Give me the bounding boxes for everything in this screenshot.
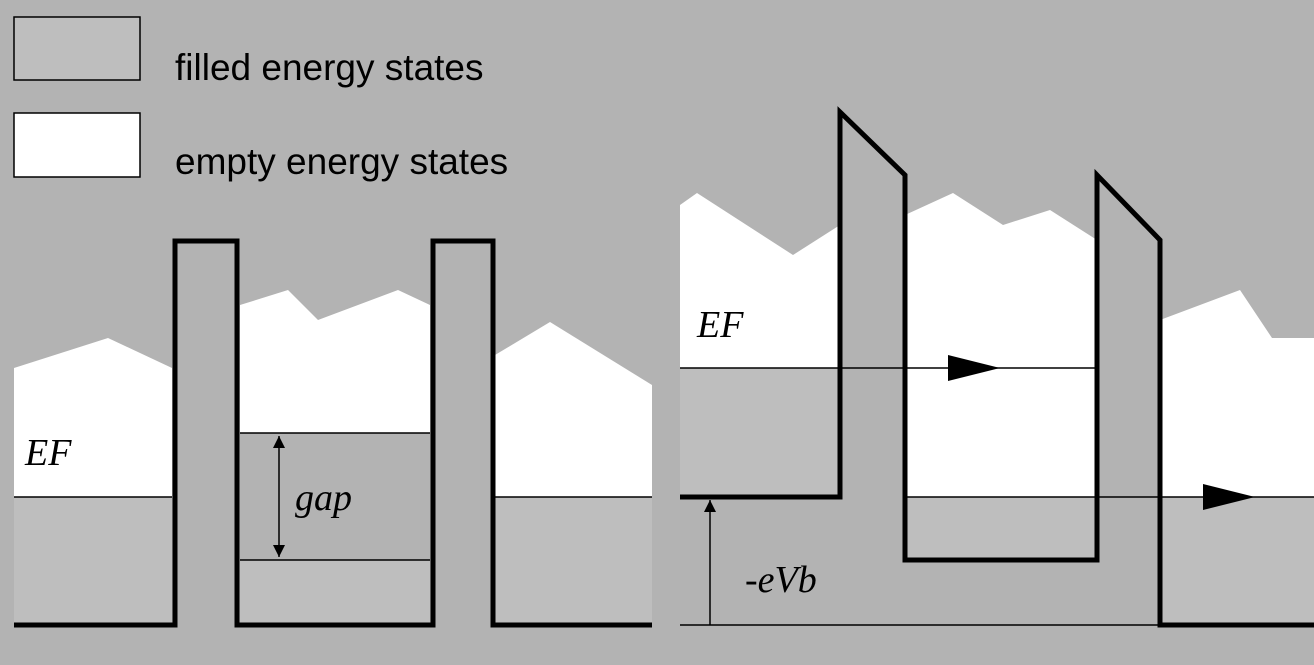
fermi-label: EF [24, 432, 72, 474]
bias-label: -eVb [745, 559, 817, 601]
empty-states [14, 338, 172, 497]
filled-states [1160, 497, 1314, 625]
filled-states [495, 497, 652, 625]
tunnel-arrow [948, 355, 1000, 381]
left-diagram: EF gap [14, 238, 652, 628]
empty-states [905, 193, 1097, 497]
empty-states [680, 193, 840, 368]
filled-states [14, 497, 172, 625]
tunnel-arrow [1203, 484, 1255, 510]
barrier-outline [680, 106, 1314, 628]
filled-states [680, 368, 840, 497]
fermi-label: EF [696, 304, 744, 346]
legend-empty-swatch [13, 112, 141, 178]
filled-states [240, 560, 430, 625]
filled-states [905, 497, 1097, 560]
empty-states [495, 322, 652, 497]
right-diagram: EF -eVb [680, 106, 1314, 628]
gap-label: gap [295, 477, 352, 519]
legend-label: empty energy states [175, 141, 508, 182]
empty-states [240, 290, 430, 433]
legend-filled-swatch [13, 16, 141, 81]
barrier-outline [14, 238, 652, 628]
legend-label: filled energy states [175, 47, 484, 88]
empty-states [1160, 290, 1314, 497]
